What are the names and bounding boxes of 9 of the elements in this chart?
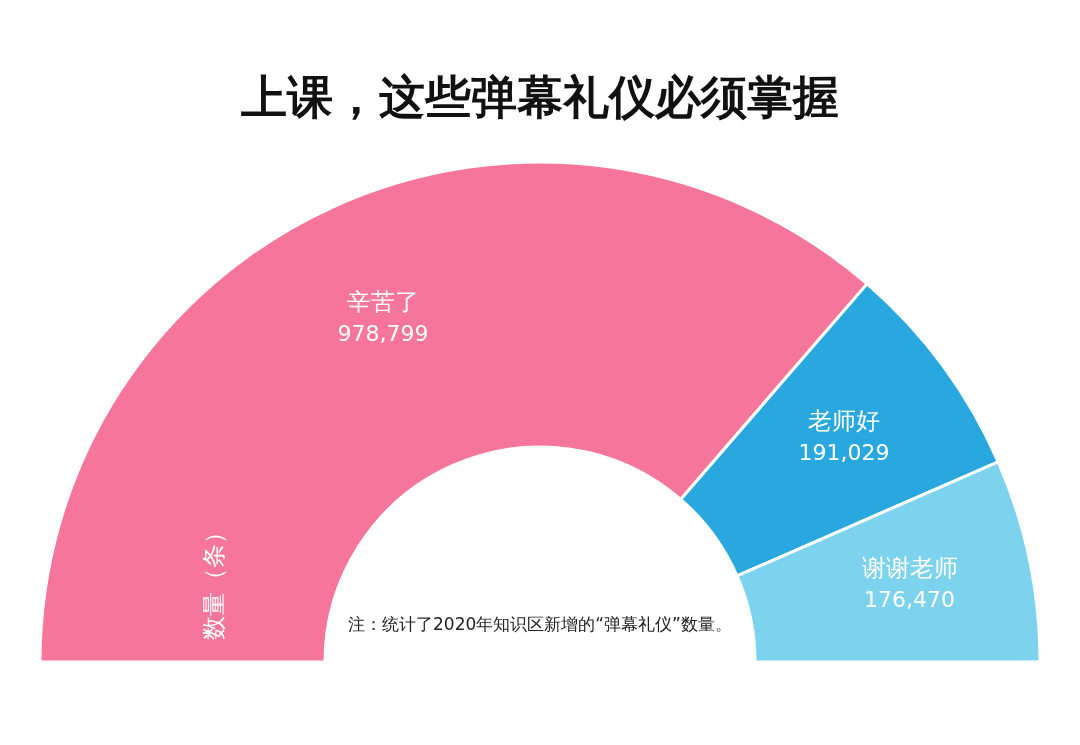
- slice-label: 辛苦了: [347, 287, 420, 316]
- text: 数量（条）: [200, 520, 228, 640]
- text: 注：统计了2020年知识区新增的“弹幕礼仪”数量。: [348, 614, 732, 634]
- slice-label: 老师好: [807, 407, 880, 436]
- data-label: 978,799: [337, 320, 429, 346]
- data-label: 191,029: [798, 440, 890, 466]
- chart-title: 上课，这些弹幕礼仪必须掌握: [241, 69, 839, 124]
- slice-label: 谢谢老师: [861, 553, 958, 582]
- data-label: 176,470: [864, 586, 956, 612]
